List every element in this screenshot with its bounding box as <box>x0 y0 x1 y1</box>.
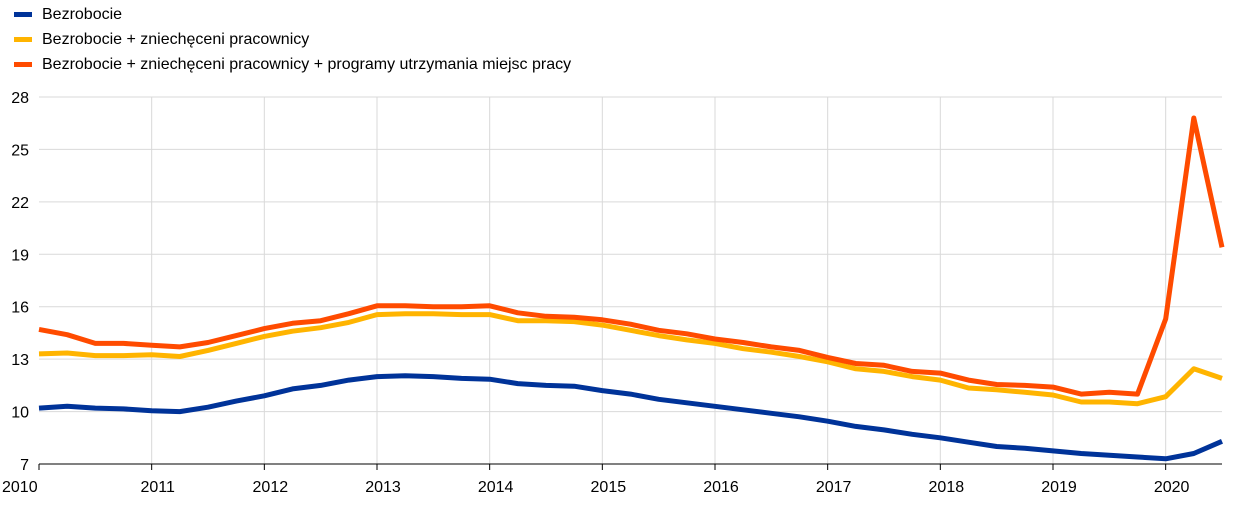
x-tick-label: 2013 <box>365 479 401 496</box>
legend-swatch <box>14 37 32 42</box>
legend-swatch <box>14 62 32 67</box>
legend-item-unemployment: Bezrobocie <box>14 2 571 27</box>
x-tick-label: 2018 <box>929 479 965 496</box>
y-tick-label: 10 <box>11 405 29 422</box>
x-tick-label: 2014 <box>478 479 514 496</box>
axes <box>38 463 1222 470</box>
legend-swatch <box>14 12 32 17</box>
y-tick-label: 13 <box>11 352 29 369</box>
y-axis-tick-labels: 7 10 13 16 19 22 25 28 <box>11 90 29 474</box>
y-tick-label: 7 <box>20 457 29 474</box>
y-tick-label: 22 <box>11 195 29 212</box>
x-tick-label: 2010 <box>2 479 38 496</box>
x-tick-label: 2016 <box>703 479 739 496</box>
x-tick-label: 2011 <box>140 479 175 496</box>
x-tick-label: 2015 <box>591 479 627 496</box>
y-tick-label: 25 <box>11 142 29 159</box>
x-tick-label: 2019 <box>1041 479 1077 496</box>
legend: Bezrobocie Bezrobocie + zniechęceni prac… <box>14 2 571 77</box>
y-tick-label: 28 <box>11 90 29 107</box>
legend-label: Bezrobocie + zniechęceni pracownicy <box>42 30 310 48</box>
series-line-1 <box>38 311 1223 407</box>
x-axis-tick-labels: 2010 2011 2012 2013 2014 2015 2016 2017 2018 2019… <box>2 479 1190 496</box>
series-line-2 <box>38 115 1225 397</box>
legend-item-job-retention: Bezrobocie + zniechęceni pracownicy + pr… <box>14 52 571 77</box>
x-tick-label: 2020 <box>1154 479 1190 496</box>
legend-item-discouraged: Bezrobocie + zniechęceni pracownicy <box>14 27 571 52</box>
y-tick-label: 16 <box>11 300 29 317</box>
x-tick-label: 2012 <box>253 479 289 496</box>
legend-label: Bezrobocie + zniechęceni pracownicy + pr… <box>42 55 572 73</box>
legend-label: Bezrobocie <box>42 5 123 23</box>
series-lines <box>38 115 1225 462</box>
y-tick-label: 19 <box>11 247 29 264</box>
grid <box>39 96 1222 464</box>
series-line-0 <box>38 373 1223 462</box>
x-tick-label: 2017 <box>816 479 852 496</box>
